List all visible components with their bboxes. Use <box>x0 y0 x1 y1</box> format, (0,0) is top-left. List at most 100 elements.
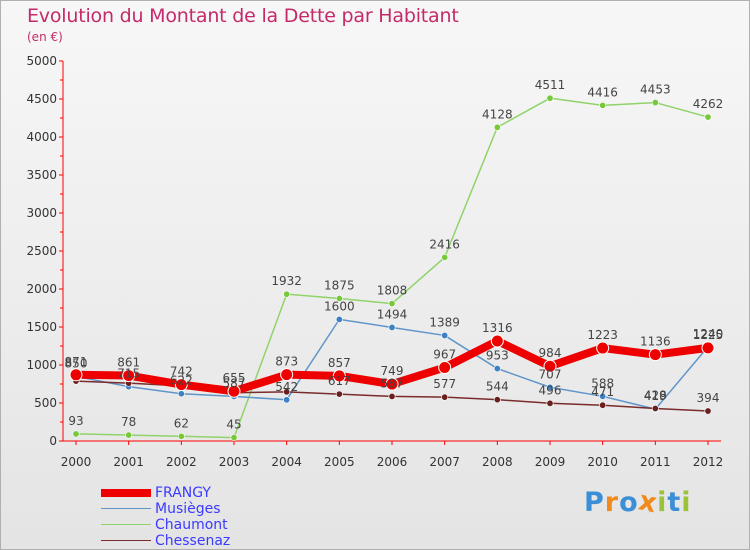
data-label-musiges: 542 <box>275 380 298 394</box>
data-point-chessenaz <box>704 407 712 415</box>
data-point-chaumont <box>388 300 396 308</box>
data-label-musiges: 587 <box>223 376 246 390</box>
data-point-chaumont <box>283 290 291 298</box>
x-tick-label: 2005 <box>324 455 355 469</box>
data-label-frangy: 742 <box>170 365 193 379</box>
x-tick-label: 2008 <box>482 455 513 469</box>
y-tick-label: 1000 <box>26 358 57 372</box>
data-point-chessenaz <box>493 396 501 404</box>
data-label-frangy: 857 <box>328 356 351 370</box>
data-label-chaumont: 93 <box>68 414 83 428</box>
data-point-chaumont <box>599 101 607 109</box>
y-tick-label: 4000 <box>26 130 57 144</box>
data-point-musiges <box>441 331 449 339</box>
data-point-chessenaz <box>441 393 449 401</box>
legend: FRANGY Musièges Chaumont Chessenaz <box>101 485 321 549</box>
y-tick-label: 3500 <box>26 168 57 182</box>
legend-item-chaumont: Chaumont <box>101 517 321 533</box>
data-label-chessenaz: 428 <box>644 388 667 402</box>
data-point-frangy <box>174 378 188 392</box>
data-label-frangy: 1223 <box>587 328 618 342</box>
data-label-musiges: 419 <box>644 389 667 403</box>
data-label-frangy: 1225 <box>693 328 724 342</box>
legend-item-frangy: FRANGY <box>101 485 321 501</box>
data-point-musiges <box>177 390 185 398</box>
data-point-chaumont <box>441 253 449 261</box>
data-point-chessenaz <box>283 388 291 396</box>
data-label-musiges: 850 <box>65 356 88 370</box>
data-point-frangy <box>385 377 399 391</box>
y-tick-label: 0 <box>49 434 57 448</box>
legend-label-frangy: FRANGY <box>155 485 211 501</box>
data-point-chaumont <box>177 432 185 440</box>
x-tick-label: 2006 <box>377 455 408 469</box>
data-point-frangy <box>490 334 504 348</box>
data-point-musiges <box>388 323 396 331</box>
data-label-musiges: 622 <box>170 374 193 388</box>
data-label-chaumont: 1808 <box>377 284 408 298</box>
data-label-musiges: 707 <box>539 367 562 381</box>
data-point-frangy <box>122 369 136 383</box>
y-tick-label: 3000 <box>26 206 57 220</box>
data-label-frangy: 861 <box>117 356 140 370</box>
data-point-frangy <box>648 348 662 362</box>
data-label-chessenaz: 577 <box>433 377 456 391</box>
data-label-musiges: 588 <box>591 376 614 390</box>
data-label-chaumont: 2416 <box>429 237 460 251</box>
x-tick-label: 2009 <box>535 455 566 469</box>
y-tick-label: 2500 <box>26 244 57 258</box>
x-tick-label: 2012 <box>693 455 724 469</box>
x-tick-label: 2001 <box>113 455 144 469</box>
data-point-frangy <box>543 359 557 373</box>
data-point-frangy <box>227 384 241 398</box>
data-point-chaumont <box>651 99 659 107</box>
data-label-chessenaz: 496 <box>539 383 562 397</box>
data-label-chessenaz: 394 <box>697 391 720 405</box>
data-point-musiges <box>493 365 501 373</box>
legend-swatch-frangy <box>101 489 151 497</box>
data-label-chaumont: 62 <box>174 416 189 430</box>
data-point-chessenaz <box>388 392 396 400</box>
data-point-frangy <box>69 368 83 382</box>
data-point-frangy <box>332 369 346 383</box>
data-label-chaumont: 4128 <box>482 107 513 121</box>
data-label-frangy: 871 <box>65 355 88 369</box>
legend-swatch-chaumont <box>101 524 151 526</box>
data-label-chaumont: 4262 <box>693 97 724 111</box>
data-label-frangy: 1136 <box>640 335 671 349</box>
legend-swatch-chessenaz <box>101 540 151 542</box>
legend-item-chessenaz: Chessenaz <box>101 533 321 549</box>
data-point-frangy <box>701 341 715 355</box>
data-point-chessenaz <box>651 404 659 412</box>
x-tick-label: 2003 <box>219 455 250 469</box>
data-label-frangy: 873 <box>275 355 298 369</box>
data-label-frangy: 749 <box>381 364 404 378</box>
data-label-chessenaz: 617 <box>328 374 351 388</box>
data-point-chessenaz <box>599 401 607 409</box>
chart-title: Evolution du Montant de la Dette par Hab… <box>27 5 459 27</box>
x-tick-label: 2010 <box>587 455 618 469</box>
proxiti-logo: Proxiti <box>584 485 692 520</box>
data-label-chaumont: 4511 <box>535 78 566 92</box>
data-point-chaumont <box>125 431 133 439</box>
y-tick-label: 1500 <box>26 320 57 334</box>
x-tick-label: 2000 <box>61 455 92 469</box>
data-point-musiges <box>599 392 607 400</box>
legend-label-musieges: Musièges <box>155 501 221 517</box>
data-label-chaumont: 78 <box>121 415 136 429</box>
data-point-musiges <box>335 315 343 323</box>
data-label-chaumont: 1932 <box>271 274 302 288</box>
legend-label-chaumont: Chaumont <box>155 517 228 533</box>
data-label-frangy: 655 <box>223 371 246 385</box>
data-point-chessenaz <box>546 399 554 407</box>
data-label-frangy: 967 <box>433 348 456 362</box>
data-label-chessenaz: 587 <box>381 376 404 390</box>
data-label-musiges: 1389 <box>429 315 460 329</box>
data-point-chaumont <box>546 94 554 102</box>
data-point-chaumont <box>72 430 80 438</box>
y-tick-label: 2000 <box>26 282 57 296</box>
data-label-chaumont: 45 <box>226 418 241 432</box>
data-point-chaumont <box>493 123 501 131</box>
y-tick-label: 4500 <box>26 92 57 106</box>
